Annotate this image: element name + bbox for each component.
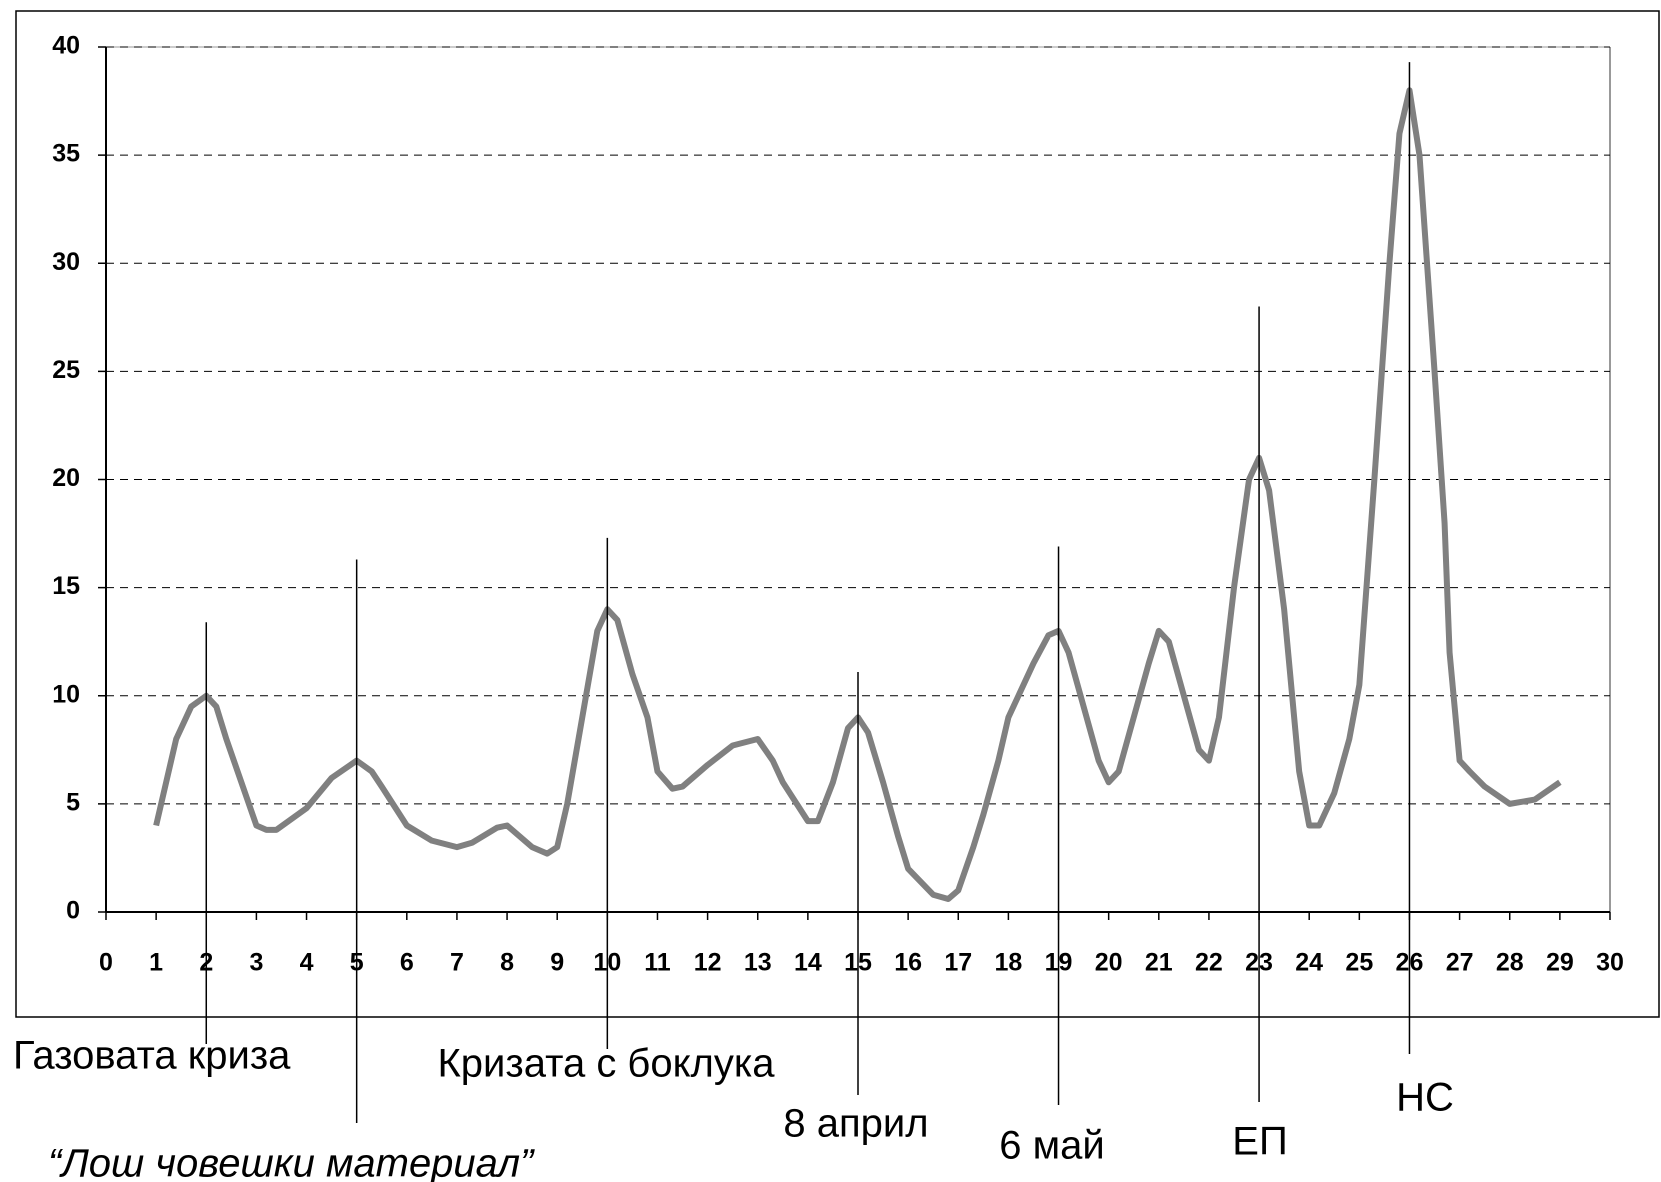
y-tick-label: 35: [52, 140, 80, 168]
annotation-label: 6 май: [999, 1124, 1104, 1168]
x-tick-label: 0: [99, 949, 113, 977]
x-tick-label: 3: [249, 949, 263, 977]
x-tick-label: 28: [1496, 949, 1524, 977]
y-tick-label: 5: [66, 788, 80, 816]
y-tick-label: 40: [52, 32, 80, 60]
x-tick-label: 27: [1446, 949, 1474, 977]
x-tick-label: 16: [894, 949, 922, 977]
x-tick-label: 29: [1546, 949, 1574, 977]
y-tick-label: 20: [52, 464, 80, 492]
x-tick-label: 8: [500, 949, 514, 977]
y-tick-label: 10: [52, 680, 80, 708]
data-line: [153, 87, 1562, 903]
chart-frame: [15, 10, 1660, 1018]
x-tick-label: 17: [944, 949, 972, 977]
x-tick-label: 24: [1295, 949, 1323, 977]
x-tick-label: 14: [794, 949, 822, 977]
y-tick-label: 25: [52, 356, 80, 384]
annotation-label: Газовата криза: [13, 1034, 291, 1078]
y-tick-label: 30: [52, 248, 80, 276]
annotation-label: НС: [1396, 1076, 1454, 1120]
x-tick-label: 9: [550, 949, 564, 977]
annotation-label: “Лош човешки материал”: [48, 1142, 535, 1182]
x-tick-label: 6: [400, 949, 414, 977]
annotation-label: Кризата с боклука: [437, 1042, 775, 1086]
y-tick-label: 0: [66, 897, 80, 925]
x-tick-label: 7: [450, 949, 464, 977]
x-tick-label: 12: [694, 949, 722, 977]
x-tick-label: 13: [744, 949, 772, 977]
y-tick-label: 15: [52, 572, 80, 600]
x-tick-label: 30: [1596, 949, 1624, 977]
x-tick-label: 20: [1095, 949, 1123, 977]
x-tick-label: 11: [644, 949, 671, 977]
x-tick-label: 25: [1345, 949, 1373, 977]
annotation-label: ЕП: [1232, 1120, 1287, 1164]
x-tick-label: 18: [994, 949, 1022, 977]
x-tick-label: 21: [1145, 949, 1173, 977]
x-tick-label: 22: [1195, 949, 1223, 977]
x-tick-label: 1: [149, 949, 163, 977]
annotation-label: 8 април: [783, 1102, 928, 1146]
x-tick-label: 4: [300, 949, 314, 977]
